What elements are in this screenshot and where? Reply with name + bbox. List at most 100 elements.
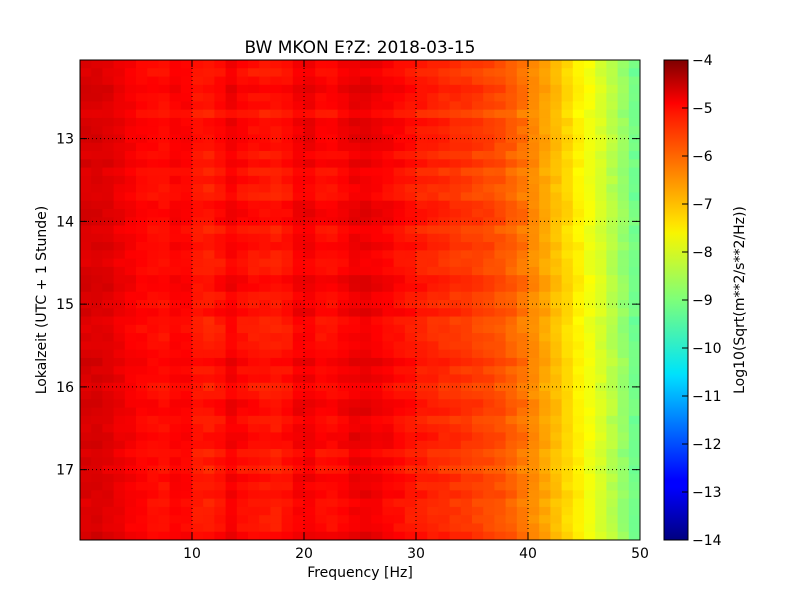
heatmap-cell [404,490,417,500]
heatmap-cell [214,399,226,408]
heatmap-cell [606,531,618,540]
heatmap-cell [460,192,473,202]
heatmap-cell [102,208,114,218]
heatmap-cell [102,242,114,251]
heatmap-cell [292,126,305,135]
heatmap-cell [147,432,159,442]
heatmap-cell [80,308,92,317]
heatmap-cell [382,391,394,400]
heatmap-cell [584,399,596,408]
plot-frame [79,59,641,541]
heatmap-cell [460,432,473,442]
heatmap-cell [483,357,495,367]
heatmap-cell [214,523,226,533]
heatmap-cell [203,415,215,425]
heatmap-cell [595,167,607,177]
heatmap-cell [169,217,182,226]
heatmap-cell [180,407,193,417]
heatmap-cell [158,523,170,533]
heatmap-cell [225,382,238,392]
heatmap-cell [326,200,338,210]
heatmap-cell [606,341,618,351]
heatmap-cell [315,424,327,433]
heatmap-cell [236,242,249,251]
heatmap-cell [113,432,126,442]
heatmap-cell [628,333,640,342]
heatmap-cell [516,333,529,342]
heatmap-cell [281,60,294,69]
heatmap-cell [371,506,383,516]
heatmap-cell [304,316,316,326]
heatmap-cell [192,432,204,442]
heatmap-cell [595,184,607,193]
heatmap-cell [124,308,137,317]
heatmap-cell [102,333,114,342]
heatmap-cell [102,531,114,540]
heatmap-cell [472,151,484,160]
heatmap-cell [404,333,417,342]
heatmap-cell [225,448,238,458]
heatmap-cell [292,200,305,210]
heatmap-cell [304,291,316,301]
heatmap-cell [371,482,383,491]
heatmap-cell [416,366,428,375]
heatmap-cell [360,349,372,359]
heatmap-cell [516,68,529,77]
heatmap-cell [203,316,215,326]
heatmap-cell [449,415,462,425]
heatmap-cell [550,415,562,425]
heatmap-cell [449,316,462,326]
heatmap-cell [494,167,506,177]
heatmap-cell [438,506,450,516]
heatmap-cell [460,258,473,268]
heatmap-cell [539,109,551,119]
heatmap-cell [236,84,249,94]
heatmap-cell [460,531,473,540]
heatmap-cell [438,117,450,127]
heatmap-cell [516,93,529,102]
heatmap-cell [292,117,305,127]
colorbar-tick-label: −4 [692,53,713,69]
heatmap-cell [292,134,305,144]
heatmap-cell [169,200,182,210]
heatmap-cell [147,175,159,185]
heatmap-cell [416,341,428,351]
heatmap-cell [617,399,630,408]
heatmap-cell [539,225,551,235]
heatmap-cell [483,448,495,458]
heatmap-cell [528,184,540,193]
heatmap-cell [494,242,506,251]
heatmap-cell [427,258,439,268]
heatmap-cell [180,93,193,102]
heatmap-cell [102,349,114,359]
heatmap-cell [315,448,327,458]
heatmap-cell [494,308,506,317]
heatmap-cell [158,93,170,102]
heatmap-cell [113,60,126,69]
heatmap-cell [572,308,585,317]
heatmap-cell [292,167,305,177]
heatmap-cell [393,84,406,94]
heatmap-cell [225,60,238,69]
heatmap-cell [360,341,372,351]
heatmap-cell [550,283,562,293]
heatmap-cell [438,291,450,301]
heatmap-cell [516,60,529,69]
heatmap-cell [371,523,383,533]
heatmap-cell [259,175,271,185]
heatmap-cell [360,109,372,119]
heatmap-cell [595,473,607,483]
heatmap-cell [259,84,271,94]
heatmap-cell [449,283,462,293]
heatmap-cell [270,415,282,425]
heatmap-cell [248,142,260,152]
heatmap-cell [572,490,585,500]
heatmap-cell [606,316,618,326]
heatmap-cell [147,192,159,202]
heatmap-cell [416,490,428,500]
heatmap-cell [169,366,182,375]
heatmap-cell [326,242,338,251]
heatmap-cell [416,432,428,442]
heatmap-cell [292,151,305,160]
heatmap-cell [147,440,159,450]
